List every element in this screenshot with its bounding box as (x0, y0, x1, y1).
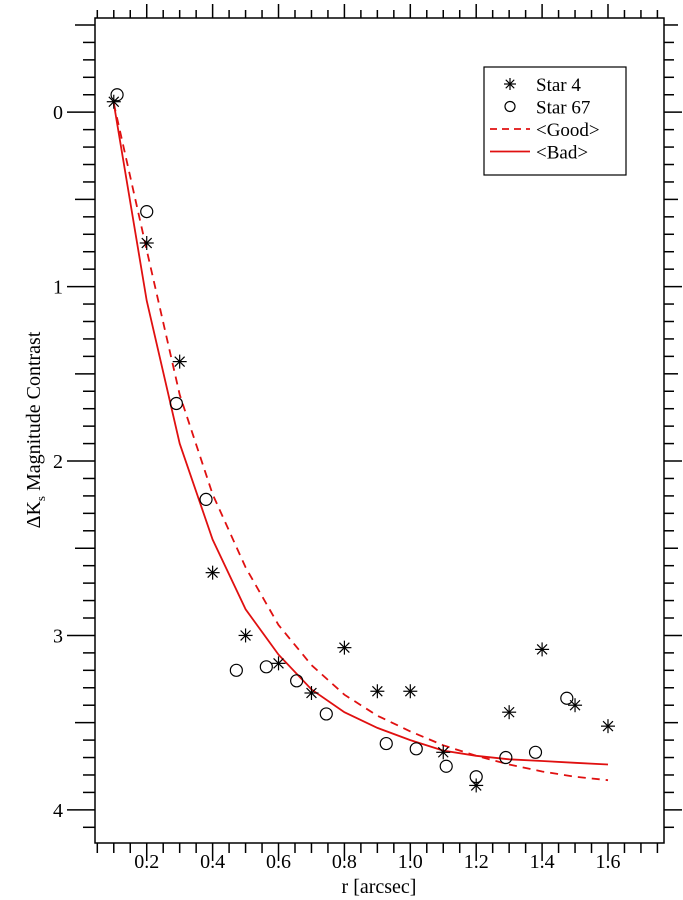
y-tick-label: 0 (53, 102, 63, 124)
series-points (106, 88, 615, 793)
asterisk-stroke (306, 687, 317, 699)
asterisk-stroke (569, 699, 581, 711)
data-point-circle (229, 663, 243, 677)
legend-symbol-asterisk (504, 78, 516, 90)
data-point-circle (140, 205, 154, 219)
data-point-circle (290, 674, 304, 688)
x-tick-label: 1.6 (595, 851, 620, 873)
asterisk-stroke (240, 630, 251, 641)
asterisk-stroke (505, 79, 515, 89)
data-point-circle (169, 396, 183, 411)
x-tick-label: 0.8 (332, 851, 357, 873)
data-point-circle (259, 660, 273, 674)
asterisk-stroke (273, 657, 284, 669)
series-line-good (112, 103, 609, 782)
asterisk-stroke (404, 685, 416, 697)
data-point-circle (560, 691, 574, 705)
data-point-circle (199, 492, 213, 506)
data-point-circle (528, 745, 543, 759)
legend-symbol-circle (504, 100, 516, 113)
asterisk-stroke (108, 96, 120, 108)
series-line-bad (112, 103, 609, 766)
data-point-asterisk (238, 628, 253, 643)
legend-label: Star 4 (536, 75, 581, 96)
legend-label: <Good> (536, 120, 600, 141)
x-tick-label: 1.4 (530, 851, 555, 873)
x-tick-label: 0.6 (266, 851, 291, 873)
x-tick-label: 1.2 (464, 851, 489, 873)
data-point-circle (499, 750, 513, 765)
data-point-asterisk (304, 686, 319, 700)
asterisk-stroke (536, 644, 548, 655)
y-tick-label: 2 (53, 451, 63, 473)
data-point-circle (469, 770, 483, 784)
series-lines (112, 103, 609, 782)
y-tick-label: 1 (53, 277, 63, 299)
asterisk-stroke (207, 567, 218, 579)
x-tick-label: 1.0 (398, 851, 423, 873)
data-point-asterisk (535, 642, 550, 657)
asterisk-stroke (141, 237, 153, 249)
data-point-asterisk (600, 719, 615, 734)
legend-box (483, 66, 627, 176)
data-point-circle (409, 742, 423, 756)
data-point-asterisk (205, 565, 220, 580)
data-point-circle (110, 88, 124, 102)
x-tick-label: 0.4 (200, 851, 225, 873)
data-point-asterisk (403, 684, 418, 699)
asterisk-stroke (602, 720, 614, 732)
data-point-circle (319, 707, 333, 721)
data-point-asterisk (436, 745, 451, 760)
asterisk-stroke (174, 356, 186, 367)
y-axis-label: ΔKs Magnitude Contrast (23, 331, 48, 528)
asterisk-stroke (339, 642, 350, 654)
legend-label: <Bad> (536, 143, 588, 164)
plot-frame (94, 17, 665, 844)
asterisk-stroke (437, 746, 449, 758)
data-point-asterisk (568, 698, 583, 713)
x-axis-label: r [arcsec] (342, 876, 417, 898)
data-point-asterisk (106, 94, 121, 109)
data-point-asterisk (139, 236, 154, 250)
legend-label: Star 67 (536, 98, 590, 119)
data-point-asterisk (502, 705, 517, 720)
data-point-asterisk (337, 640, 352, 655)
y-tick-label: 4 (53, 800, 63, 822)
data-point-asterisk (370, 684, 385, 699)
asterisk-stroke (503, 706, 515, 718)
data-point-asterisk (271, 656, 286, 671)
tick-labels: 0.2 0.4 0.6 0.8 1.0 1.2 1.4 1.6 0 1 2 3 4 (53, 102, 620, 873)
data-point-asterisk (172, 354, 187, 369)
x-tick-label: 0.2 (134, 851, 159, 873)
axis-ticks (67, 4, 682, 861)
data-point-circle (439, 759, 453, 773)
data-point-circle (379, 736, 393, 751)
asterisk-stroke (371, 685, 383, 697)
y-tick-label: 3 (53, 625, 63, 647)
